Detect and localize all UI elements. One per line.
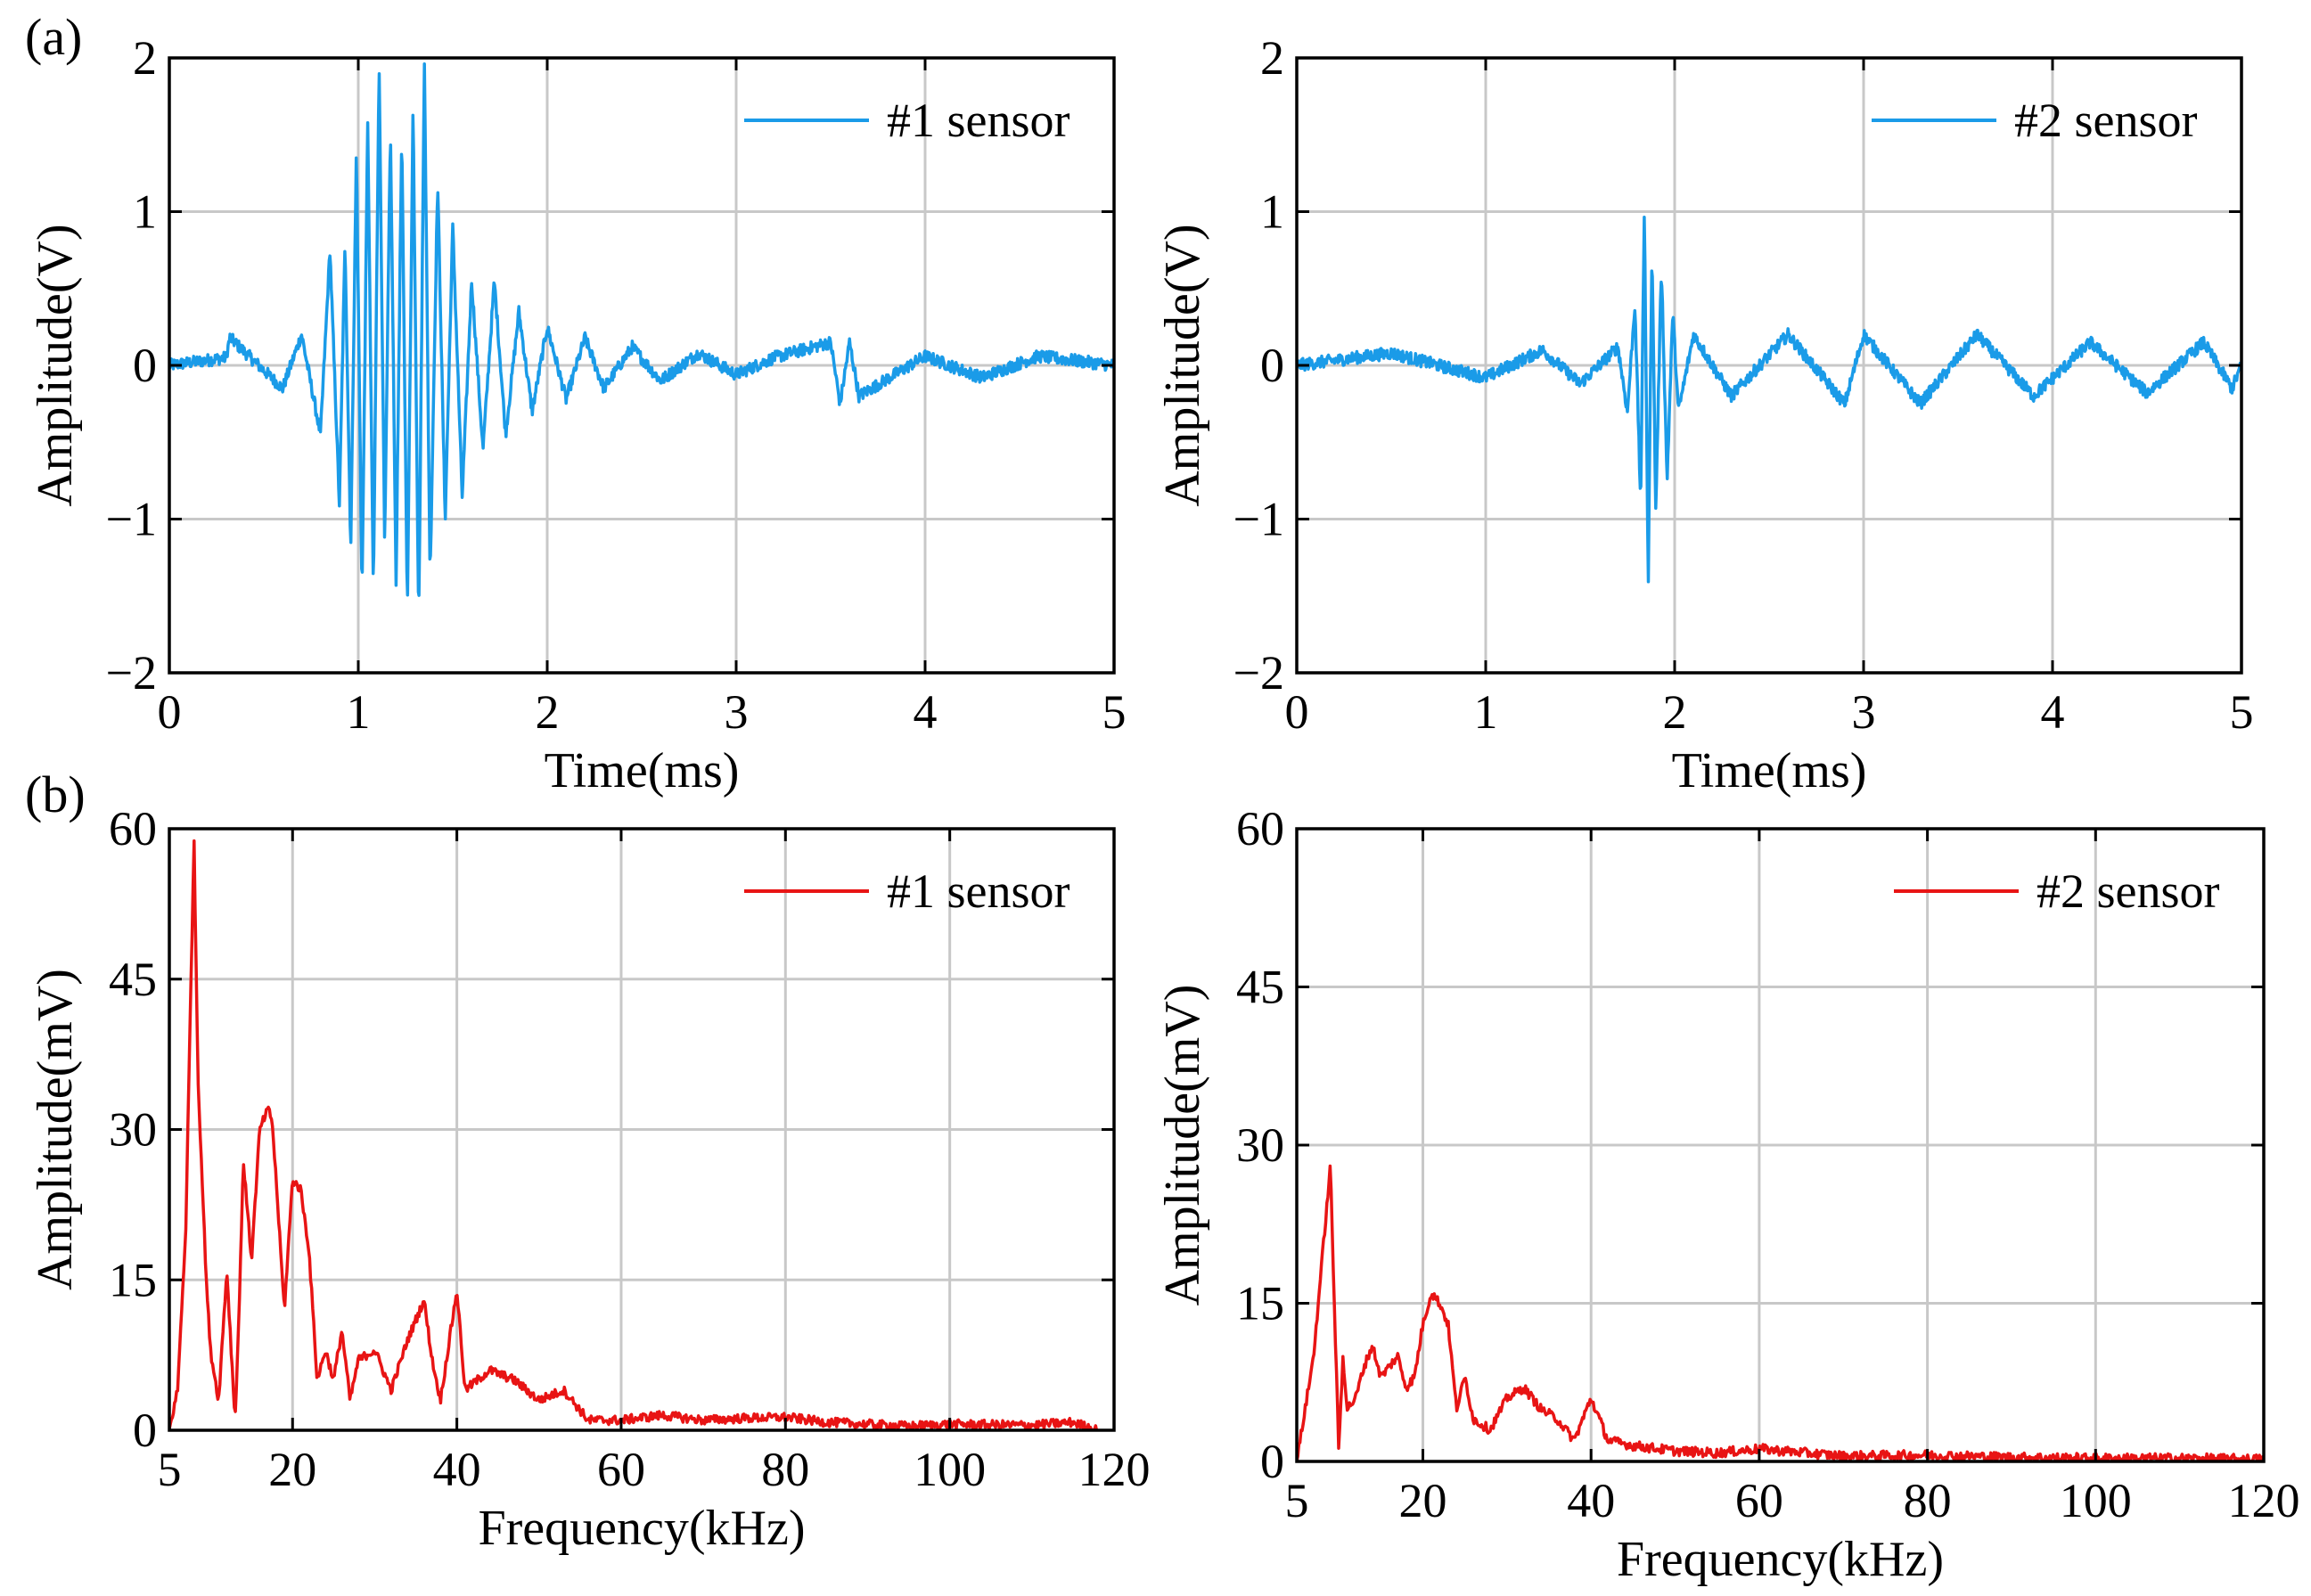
y-tick-label: −2	[1233, 646, 1284, 700]
x-tick-label: 1	[347, 685, 371, 739]
x-tick-label: 40	[433, 1443, 481, 1496]
x-tick-label: 2	[1663, 685, 1687, 739]
x-tick-label: 40	[1567, 1474, 1615, 1527]
x-axis-label: Time(ms)	[1672, 743, 1867, 798]
y-tick-label: 60	[1236, 802, 1284, 855]
x-axis-label: Frequency(kHz)	[479, 1501, 806, 1556]
x-tick-label: 4	[2041, 685, 2065, 739]
y-tick-label: 15	[1236, 1277, 1284, 1330]
x-tick-label: 80	[761, 1443, 809, 1496]
x-tick-label: 1	[1474, 685, 1498, 739]
y-tick-label: 60	[109, 802, 157, 855]
x-tick-label: 2	[536, 685, 560, 739]
y-axis-label: Amplitude(mV)	[28, 969, 83, 1290]
series-line-a1	[169, 61, 1114, 597]
x-tick-label: 0	[158, 685, 182, 739]
x-tick-label: 5	[2230, 685, 2254, 739]
y-tick-label: 0	[133, 339, 157, 392]
y-tick-label: 1	[1260, 185, 1284, 239]
y-tick-label: −1	[106, 493, 157, 546]
y-tick-label: 0	[1260, 339, 1284, 392]
y-tick-label: 45	[109, 953, 157, 1006]
panel-label-b: (b)	[25, 765, 86, 823]
legend-label: #1 sensor	[887, 94, 1069, 147]
x-tick-label: 0	[1285, 685, 1309, 739]
y-tick-label: 45	[1236, 961, 1284, 1014]
x-tick-label: 5	[1285, 1474, 1309, 1527]
panel-label-a: (a)	[25, 8, 83, 66]
x-tick-label: 120	[1078, 1443, 1151, 1496]
x-tick-label: 100	[914, 1443, 986, 1496]
y-tick-label: 30	[109, 1103, 157, 1157]
x-tick-label: 100	[2060, 1474, 2132, 1527]
x-tick-label: 3	[725, 685, 749, 739]
y-tick-label: 15	[109, 1253, 157, 1306]
y-tick-label: 0	[133, 1404, 157, 1457]
y-tick-label: 2	[133, 31, 157, 85]
legend-label: #1 sensor	[887, 864, 1069, 918]
y-tick-label: −2	[106, 646, 157, 700]
series-line-b1	[169, 839, 1099, 1430]
x-tick-label: 3	[1852, 685, 1876, 739]
x-axis-label: Frequency(kHz)	[1617, 1532, 1944, 1587]
y-tick-label: 30	[1236, 1118, 1284, 1172]
y-tick-label: 2	[1260, 31, 1284, 85]
legend-label: #2 sensor	[2014, 94, 2197, 147]
y-tick-label: 1	[133, 185, 157, 239]
y-tick-label: −1	[1233, 493, 1284, 546]
x-tick-label: 60	[597, 1443, 645, 1496]
y-tick-label: 0	[1260, 1435, 1284, 1488]
y-axis-label: Amplitude(V)	[28, 224, 83, 506]
y-axis-label: Amplitude(V)	[1155, 224, 1210, 506]
x-tick-label: 5	[1102, 685, 1127, 739]
x-tick-label: 120	[2228, 1474, 2300, 1527]
x-tick-label: 80	[1904, 1474, 1952, 1527]
series-line-a2	[1297, 215, 2241, 584]
x-tick-label: 60	[1735, 1474, 1783, 1527]
x-tick-label: 5	[158, 1443, 182, 1496]
series-line-b2	[1297, 1164, 2264, 1461]
x-tick-label: 20	[268, 1443, 316, 1496]
x-tick-label: 20	[1399, 1474, 1447, 1527]
legend-label: #2 sensor	[2036, 864, 2219, 918]
y-axis-label: Amplitude(mV)	[1155, 985, 1210, 1306]
x-tick-label: 4	[914, 685, 938, 739]
x-axis-label: Time(ms)	[545, 743, 740, 798]
